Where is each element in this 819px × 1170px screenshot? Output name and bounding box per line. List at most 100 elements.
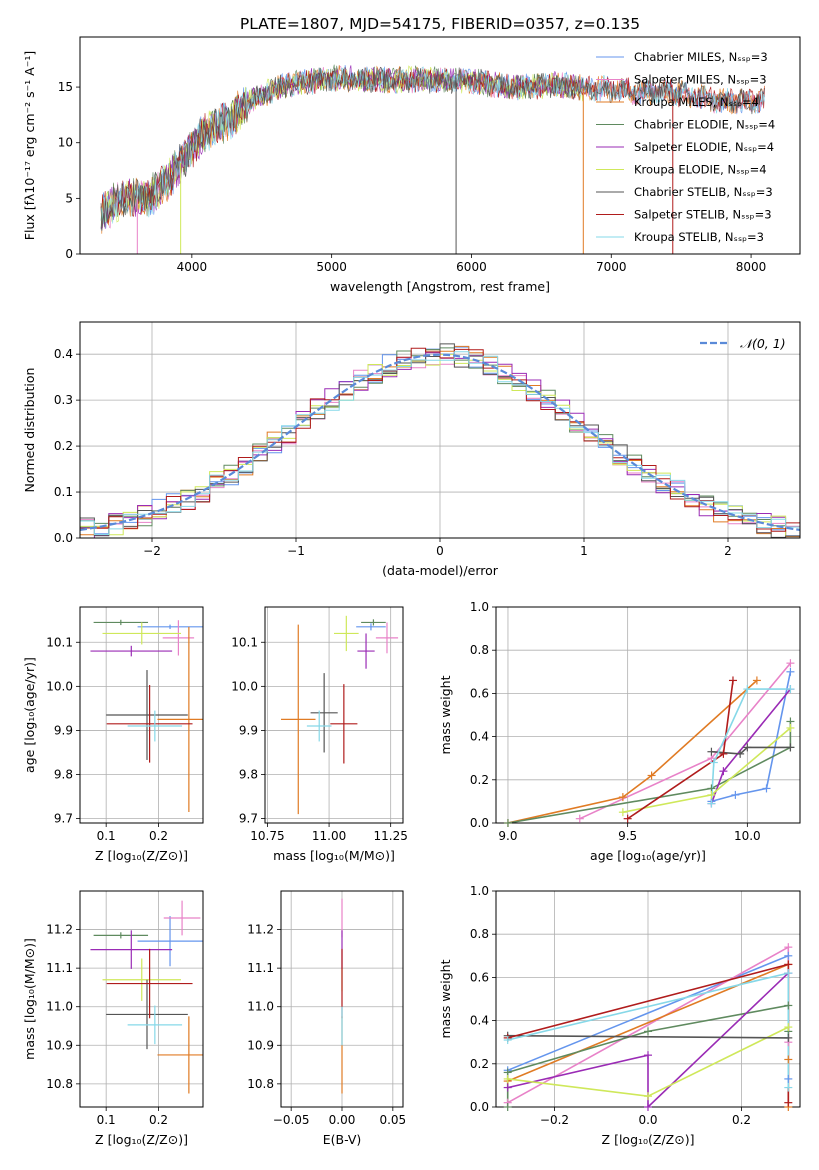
plot-area xyxy=(80,343,800,538)
errorbar-point xyxy=(334,615,359,652)
axes-frame xyxy=(264,606,404,824)
x-tick-label: 0.2 xyxy=(149,1113,168,1127)
plus-marker xyxy=(786,743,795,752)
plot-area xyxy=(100,64,765,254)
axes-frame xyxy=(79,321,801,539)
plus-marker xyxy=(707,799,716,808)
errorbar-point xyxy=(127,710,183,742)
plus-marker xyxy=(786,659,795,668)
axes-weight-vs-age: 9.0 9.5 10.0 0.0 0.2 0.4 0.6 0.8 1.0 age [log₁₀(a… xyxy=(438,600,801,863)
x-tick-label: 0 xyxy=(436,544,444,558)
y-tick-label: 10 xyxy=(58,136,73,150)
x-tick-label: 11.00 xyxy=(312,829,346,843)
x-tick-label: 0.00 xyxy=(329,1113,356,1127)
plus-marker xyxy=(784,1001,793,1010)
x-tick-label: 1 xyxy=(580,544,588,558)
x-axis-label: age [log₁₀(age/yr)] xyxy=(590,848,706,863)
plus-marker xyxy=(784,969,793,978)
y-tick-label: 0.2 xyxy=(470,773,489,787)
plus-marker xyxy=(784,1023,793,1032)
plus-marker xyxy=(743,743,752,752)
x-tick-label: 0.0 xyxy=(638,1113,657,1127)
plot-area xyxy=(90,900,203,1094)
errorbar-point xyxy=(157,626,203,812)
legend-label: Chabrier MILES, Nₛₛₚ=3 xyxy=(634,50,768,64)
y-tick-label: 11.2 xyxy=(46,923,73,937)
errorbar-point xyxy=(163,900,201,936)
x-tick-label: 8000 xyxy=(736,260,767,274)
figure-title: PLATE=1807, MJD=54175, FIBERID=0357, z=0… xyxy=(240,15,640,33)
ticks: 9.0 9.5 10.0 0.0 0.2 0.4 0.6 0.8 1.0 xyxy=(470,600,761,843)
x-tick-label: 7000 xyxy=(596,260,627,274)
legend-label: Salpeter MILES, Nₛₛₚ=3 xyxy=(634,73,767,87)
x-tick-label: 10.0 xyxy=(734,829,761,843)
errorbar-point xyxy=(356,623,386,631)
plus-marker xyxy=(731,790,740,799)
plus-marker xyxy=(503,819,512,827)
errorbar-point xyxy=(361,619,386,626)
x-axis-label: Z [log₁₀(Z/Z⊙)] xyxy=(602,1132,695,1147)
spectrum-legend: Chabrier MILES, Nₛₛₚ=3 Salpeter MILES, Nₛ… xyxy=(596,50,775,244)
y-tick-label: 0.0 xyxy=(54,531,73,545)
axes-frame xyxy=(79,606,204,824)
legend-label: Kroupa MILES, Nₛₛₚ=4 xyxy=(634,95,759,109)
errorbar-point xyxy=(106,979,188,1050)
residuals-legend: 𝒩(0, 1) xyxy=(700,336,786,351)
x-tick-label: 2 xyxy=(724,544,732,558)
ticks: 10.75 11.00 11.25 9.7 9.8 9.9 10.0 10.1 xyxy=(231,635,408,843)
weight-line xyxy=(507,721,792,823)
y-tick-label: 0.2 xyxy=(54,439,73,453)
x-axis-label: Z [log₁₀(Z/Z⊙)] xyxy=(95,1132,188,1147)
y-tick-label: 9.7 xyxy=(54,812,73,826)
errorbar-point xyxy=(93,932,149,939)
axes-age-vs-mass: 10.75 11.00 11.25 9.7 9.8 9.9 10.0 10.1 mass [lo… xyxy=(231,606,408,863)
errorbar-point xyxy=(106,685,193,763)
y-tick-label: 9.9 xyxy=(54,723,73,737)
y-tick-label: 10.0 xyxy=(231,679,258,693)
x-axis-label: E(B-V) xyxy=(323,1132,362,1147)
plus-marker xyxy=(784,1055,793,1064)
weight-line xyxy=(711,671,792,803)
weight-line xyxy=(710,688,791,804)
x-tick-label: 10.75 xyxy=(250,829,284,843)
legend-label: Salpeter ELODIE, Nₛₛₚ=4 xyxy=(634,140,774,154)
y-axis-label: mass weight xyxy=(438,675,453,754)
y-tick-label: 1.0 xyxy=(470,600,489,614)
errorbar-point xyxy=(310,673,338,753)
plus-marker xyxy=(784,1098,793,1107)
y-tick-label: 0.0 xyxy=(470,816,489,830)
errorbar-point xyxy=(357,633,375,669)
y-tick-label: 0.4 xyxy=(470,1014,489,1028)
weight-line xyxy=(579,662,792,820)
y-tick-label: 0.6 xyxy=(470,970,489,984)
x-tick-label: 4000 xyxy=(177,260,208,274)
plus-marker xyxy=(503,1074,512,1083)
x-tick-label: 0.05 xyxy=(379,1113,406,1127)
x-axis-label: (data-model)/error xyxy=(382,563,499,578)
y-tick-label: 11.0 xyxy=(247,1000,274,1014)
x-tick-label: 0.2 xyxy=(732,1113,751,1127)
errorbar-point xyxy=(127,1005,183,1045)
y-tick-label: 0.3 xyxy=(54,393,73,407)
axes-frame xyxy=(79,36,801,255)
y-tick-label: 10.0 xyxy=(46,679,73,693)
y-tick-label: 11.0 xyxy=(46,1000,73,1014)
plus-marker xyxy=(618,793,627,802)
y-tick-label: 0.8 xyxy=(470,643,489,657)
y-tick-label: 0.8 xyxy=(470,927,489,941)
errorbar-point xyxy=(90,930,173,969)
plus-marker xyxy=(644,1103,652,1111)
ticks: −0.05 0.00 0.05 10.8 10.9 11.0 11.1 11.2 xyxy=(247,923,406,1127)
plus-marker xyxy=(762,784,771,793)
ticks: −0.2 0.0 0.2 0.0 0.2 0.4 0.6 0.8 1.0 xyxy=(470,884,751,1127)
y-tick-label: 10.1 xyxy=(46,635,73,649)
plus-marker xyxy=(786,685,795,694)
weight-line xyxy=(711,746,791,755)
legend-label: Chabrier ELODIE, Nₛₛₚ=4 xyxy=(634,118,775,132)
weight-line xyxy=(507,679,758,823)
normal-curve xyxy=(80,353,800,531)
errorbar-point xyxy=(137,624,203,630)
y-axis-label: mass [log₁₀(M/M⊙)] xyxy=(22,938,37,1060)
x-tick-label: −2 xyxy=(143,544,161,558)
